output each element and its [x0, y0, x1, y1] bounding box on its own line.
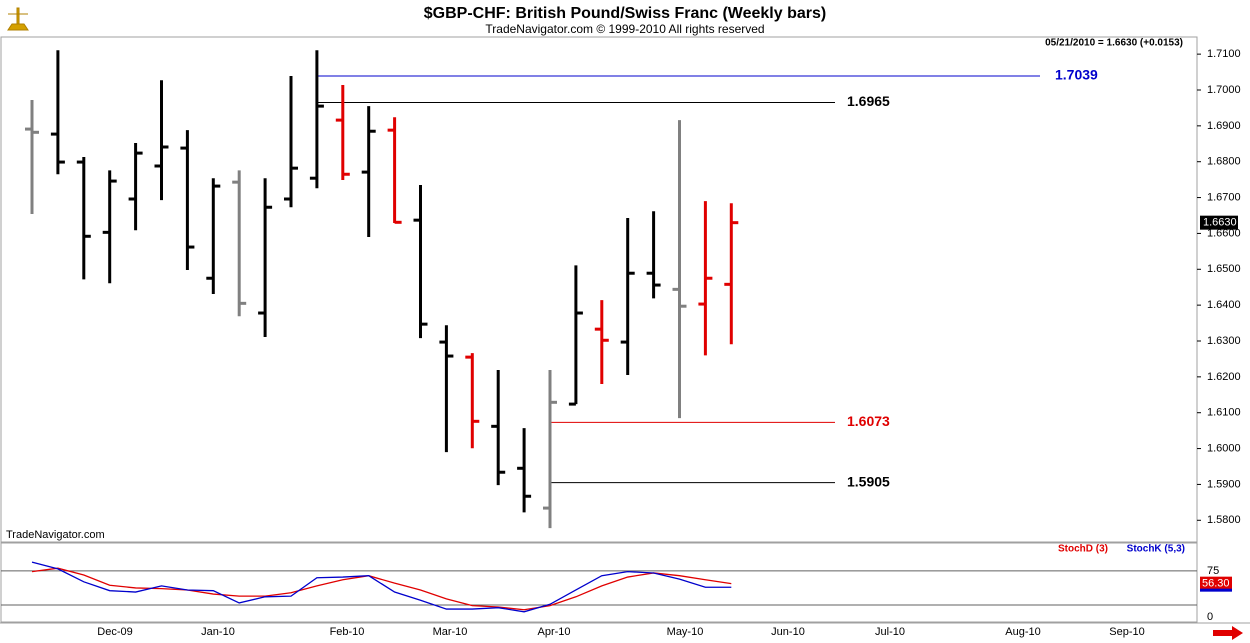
y-tick-label: 1.6100 [1207, 407, 1241, 419]
x-tick-label: Aug-10 [1005, 626, 1040, 638]
y-tick-label: 1.6000 [1207, 442, 1241, 454]
y-tick-label: 1.7000 [1207, 84, 1241, 96]
price-frame [0, 36, 1198, 543]
y-tick-label: 1.6900 [1207, 120, 1241, 132]
y-tick-label: 75 [1207, 565, 1219, 577]
x-tick-label: Jan-10 [201, 626, 235, 638]
x-tick-label: Dec-09 [97, 626, 132, 638]
chart-subtitle: TradeNavigator.com © 1999-2010 All right… [485, 22, 764, 36]
y-tick-label: 1.6600 [1207, 227, 1241, 239]
y-tick-label: 1.6400 [1207, 299, 1241, 311]
level-label: 1.6073 [847, 413, 890, 429]
logo [7, 7, 29, 31]
stoch-frame [0, 542, 1198, 623]
value-box [1200, 576, 1232, 591]
x-tick-label: Jul-10 [875, 626, 905, 638]
level-label: 1.6965 [847, 93, 890, 109]
legend-entry: StochK (5,3) [1127, 544, 1185, 555]
x-tick-label: Mar-10 [433, 626, 468, 638]
price-info: 05/21/2010 = 1.6630 (+0.0153) [1045, 38, 1183, 49]
y-tick-label: 0 [1207, 611, 1213, 623]
scroll-arrow[interactable] [1213, 626, 1243, 640]
y-tick-label: 1.6500 [1207, 263, 1241, 275]
y-tick-label: 1.5800 [1207, 514, 1241, 526]
stoch-line [31, 567, 732, 611]
last-price-label: 1.6630 [1203, 217, 1237, 229]
x-tick-label: May-10 [667, 626, 704, 638]
y-tick-label: 1.6200 [1207, 371, 1241, 383]
x-tick-label: Apr-10 [537, 626, 570, 638]
legend-entry: StochD (3) [1058, 544, 1108, 555]
x-tick-label: Feb-10 [330, 626, 365, 638]
y-tick-label: 1.6700 [1207, 191, 1241, 203]
stoch-line [31, 561, 732, 613]
y-tick-label: 1.6800 [1207, 156, 1241, 168]
chart-title: $GBP-CHF: British Pound/Swiss Franc (Wee… [424, 5, 826, 22]
y-tick-label: 1.7100 [1207, 48, 1241, 60]
y-tick-label: 1.5900 [1207, 478, 1241, 490]
value-box-edge [1200, 588, 1232, 592]
watermark: TradeNavigator.com [6, 529, 105, 541]
level-label: 1.7039 [1055, 67, 1098, 83]
level-label: 1.5905 [847, 473, 890, 489]
last-price-box [1200, 215, 1238, 230]
x-tick-label: Sep-10 [1109, 626, 1144, 638]
value-label: 56.30 [1202, 578, 1230, 590]
x-tick-label: Jun-10 [771, 626, 805, 638]
y-tick-label: 1.6300 [1207, 335, 1241, 347]
